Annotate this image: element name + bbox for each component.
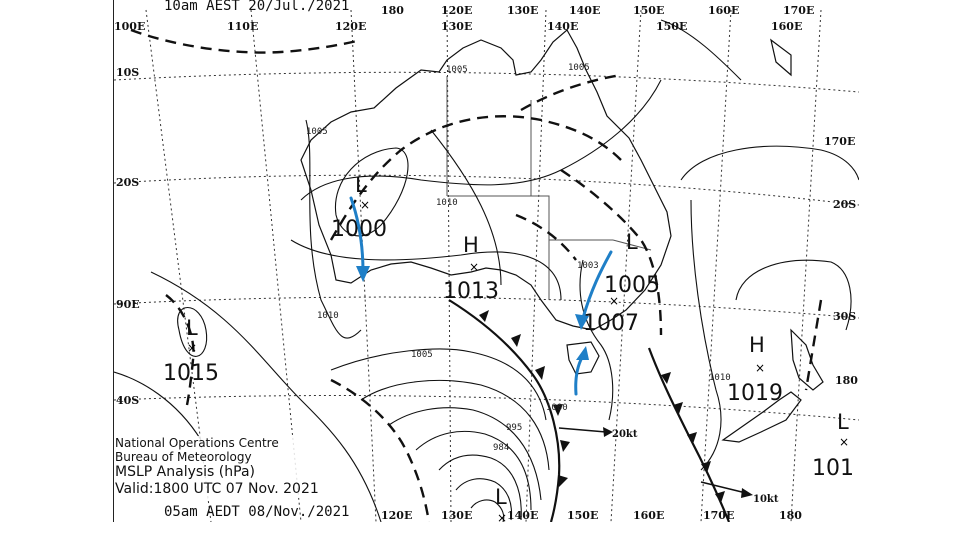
grid-label-180-right: 180	[835, 374, 858, 387]
system-centre-marker: ×	[360, 198, 370, 212]
low-symbol: L	[626, 230, 638, 254]
grid-label-150e-bottom: 150E	[567, 509, 598, 522]
grid-labels: 100E 110E 120E 130E 140E 150E 160E 170E …	[114, 4, 858, 522]
grid-label-170e-bottom: 170E	[703, 509, 734, 522]
australia-coastline	[300, 29, 672, 375]
footer-time: 05am AEDT 08/Nov./2021	[164, 504, 349, 520]
bureau-label: Bureau of Meteorology	[115, 450, 252, 464]
low-symbol: L	[355, 173, 367, 197]
grid-label-120e: 120E	[335, 20, 366, 33]
isobar-label: 1010	[709, 373, 731, 383]
new-zealand-coast	[721, 38, 824, 443]
grid-label-90e: 90E	[116, 298, 140, 311]
isobar-label: 1005	[568, 63, 590, 73]
grid-label-180-top: 170E	[783, 4, 814, 17]
grid-label-110e: 110E	[227, 20, 258, 33]
wind-scale-20kt: 20kt	[612, 429, 638, 440]
arrow-head-icon	[575, 314, 589, 330]
grid-label-130e: 130E	[441, 20, 472, 33]
mslp-chart-frame: 20kt 10kt 100E 110E 120E 130E 140E 150E …	[113, 0, 859, 522]
annotation-arrow	[349, 196, 365, 274]
tasmania-coast	[566, 341, 600, 375]
system-centre-marker: ×	[609, 294, 619, 308]
island-northeast	[770, 38, 792, 77]
low-pressure-value: 1015	[163, 361, 219, 386]
isobar-label: 984	[493, 443, 509, 453]
wind-scale: 20kt 10kt	[558, 427, 779, 505]
organisation-label: National Operations Centre	[115, 436, 279, 450]
grid-label-160e: 160E	[771, 20, 802, 33]
grid-label-20s-left: 20S	[116, 176, 139, 189]
high-pressure-value: 1013	[443, 279, 499, 304]
grid-label-180-bottom: 180	[779, 509, 802, 522]
isobar-labels: 1005 1005 1003 1010 1010 1010 1000 995 9…	[306, 63, 731, 453]
low-symbol: L	[837, 410, 849, 434]
grid-label-160e-top: 150E	[633, 4, 664, 17]
troughs	[130, 28, 823, 522]
low-pressure-value: 1007	[583, 311, 639, 336]
grid-label-170e-right: 170E	[824, 135, 855, 148]
grid-label-30s-right: 30S	[833, 310, 856, 323]
high-symbol: H	[463, 233, 479, 257]
high-symbol: H	[749, 333, 765, 357]
isobars	[114, 19, 859, 522]
arrow-head-icon	[356, 266, 370, 282]
isobar-label: 995	[506, 423, 522, 433]
grid-label-40s: 40S	[116, 394, 139, 407]
system-centre-marker: ×	[497, 511, 507, 522]
annotation-arrows	[349, 196, 613, 396]
chart-info-box: National Operations Centre Bureau of Met…	[115, 436, 319, 498]
annotation-arrow	[581, 250, 613, 320]
grid-label-120e-bottom: 120E	[381, 509, 412, 522]
isobar-label: 1003	[577, 261, 599, 271]
grid-label-140e: 140E	[547, 20, 578, 33]
grid-label-160e-bottom: 160E	[633, 509, 664, 522]
system-centre-marker: ×	[469, 260, 479, 274]
high-pressure-value: 1019	[727, 381, 783, 406]
isobar-label: 1005	[446, 65, 468, 75]
valid-time: Valid:1800 UTC 07 Nov. 2021	[115, 481, 319, 497]
cold-fronts	[448, 299, 731, 522]
grid-label-130e-top: 120E	[441, 4, 472, 17]
grid-label-150e: 150E	[656, 20, 687, 33]
isobar-label: 1005	[411, 350, 433, 360]
grid-label-120e-top: 180	[381, 4, 404, 17]
low-pressure-value: 101	[812, 456, 854, 481]
grid-label-100e: 100E	[114, 20, 145, 33]
system-centre-marker: ×	[755, 361, 765, 375]
system-centre-marker: ×	[839, 435, 849, 449]
product-title: MSLP Analysis (hPa)	[115, 464, 255, 480]
header-time: 10am AEST 20/Jul./2021	[164, 0, 349, 14]
isobar-label: 1010	[436, 198, 458, 208]
isobar-label: 1010	[317, 311, 339, 321]
grid-label-20s-right: 20S	[833, 198, 856, 211]
low-symbol: L	[495, 485, 507, 509]
low-pressure-value: 1005	[604, 273, 660, 298]
isobar-label: 1005	[306, 127, 328, 137]
grid-label-170e-top: 160E	[708, 4, 739, 17]
wind-scale-10kt: 10kt	[753, 494, 779, 505]
grid-label-140e-top: 130E	[507, 4, 538, 17]
grid-label-150e-top: 140E	[569, 4, 600, 17]
grid-label-140e-bottom: 140E	[507, 509, 538, 522]
system-centre-marker: ×	[187, 341, 197, 355]
pressure-systems: L × 1000 H × 1013 L 1005 × 1007 H × 1019…	[163, 173, 854, 522]
grid-label-10s: 10S	[116, 66, 139, 79]
arrow-head-icon	[576, 346, 589, 360]
low-symbol: L	[186, 316, 198, 340]
grid-label-130e-bottom: 130E	[441, 509, 472, 522]
isobar-label: 1000	[546, 403, 568, 413]
